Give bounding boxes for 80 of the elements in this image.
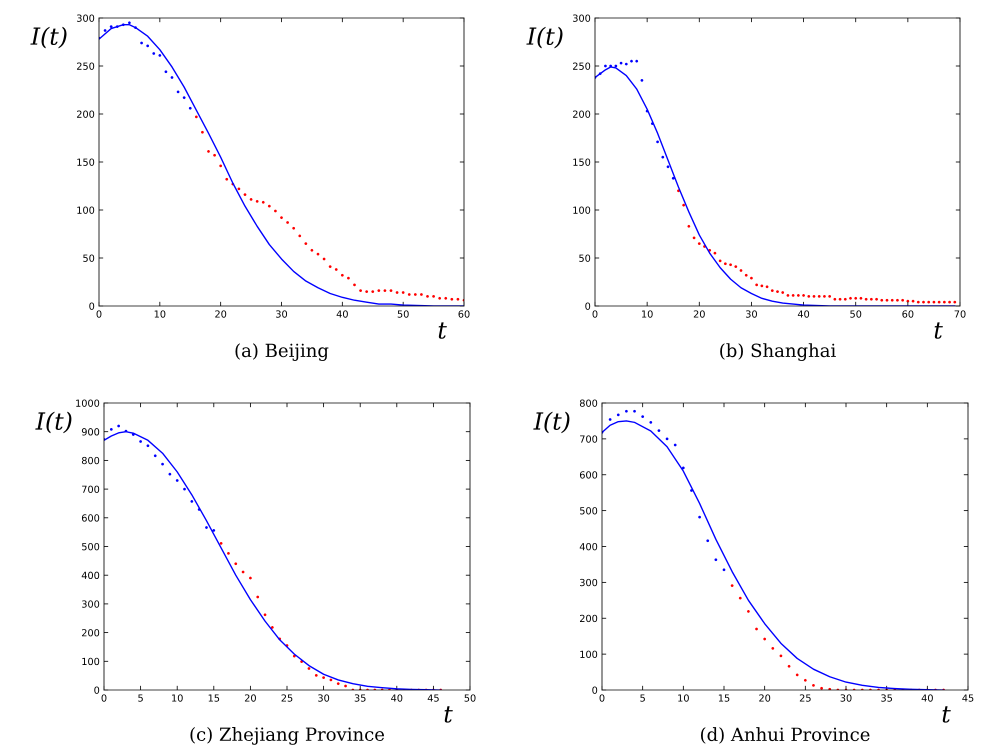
x-tick-label: 10 <box>642 310 653 318</box>
y-tick-label: 200 <box>76 110 94 118</box>
y-tick-label: 50 <box>83 254 94 262</box>
x-tick-label: 30 <box>318 694 330 702</box>
y-tick-label: 600 <box>580 471 598 479</box>
x-tick-label: 50 <box>850 310 862 318</box>
x-tick-label: 40 <box>336 310 348 318</box>
y-tick-label: 1000 <box>76 399 100 407</box>
x-tick-label: 5 <box>138 694 143 702</box>
y-tick-label: 100 <box>77 206 94 214</box>
y-tick-label: 100 <box>580 650 598 658</box>
x-tick-label: 20 <box>759 694 770 702</box>
x-tick-label: 40 <box>922 694 933 702</box>
x-tick-label: 30 <box>840 694 852 702</box>
y-tick-label: 300 <box>580 578 598 586</box>
x-tick-label: 50 <box>398 310 409 318</box>
y-tick-label: 250 <box>76 62 94 70</box>
text: (c) Zhejiang Province <box>190 727 384 745</box>
x-tick-label: 20 <box>694 310 705 318</box>
x-tick-label: 40 <box>798 310 810 318</box>
x-tick-label: 40 <box>391 694 402 702</box>
y-tick-label: 50 <box>579 254 590 262</box>
y-tick-label: 700 <box>82 486 100 493</box>
x-tick-label: 15 <box>718 694 730 702</box>
y-tick-label: 250 <box>572 62 590 70</box>
y-tick-label: 800 <box>580 399 598 407</box>
x-tick-label: 60 <box>458 310 470 318</box>
x-tick-label: 45 <box>428 694 439 702</box>
y-tick-label: 400 <box>580 542 598 550</box>
y-tick-label: 400 <box>82 572 100 580</box>
y-tick-label: 0 <box>94 686 100 694</box>
x-tick-label: 10 <box>678 694 689 702</box>
y-tick-label: 500 <box>82 542 100 550</box>
x-tick-label: 30 <box>746 310 757 318</box>
x-tick-label: 0 <box>102 694 106 702</box>
y-tick-label: 800 <box>82 456 100 464</box>
y-tick-label: 300 <box>573 14 590 22</box>
x-axis-title: t <box>942 706 951 723</box>
x-tick-label: 25 <box>800 694 811 702</box>
y-tick-label: 200 <box>572 110 590 118</box>
x-axis-title: t <box>444 706 453 723</box>
x-axis-title: t <box>934 322 943 339</box>
y-tick-label: 600 <box>82 514 100 522</box>
y-axis-title: I(t) <box>526 26 562 48</box>
y-tick-label: 100 <box>82 658 100 666</box>
y-tick-label: 0 <box>89 302 94 310</box>
y-axis-title: I(t) <box>533 412 570 434</box>
text: (b) Shanghai <box>720 343 836 361</box>
x-tick-label: 30 <box>276 310 288 318</box>
y-tick-label: 900 <box>82 428 100 436</box>
y-tick-label: 300 <box>77 14 94 22</box>
y-tick-label: 200 <box>580 614 598 622</box>
y-tick-label: 500 <box>580 507 598 514</box>
text: (a) Beijing <box>235 343 328 361</box>
x-tick-label: 60 <box>902 310 914 318</box>
x-tick-label: 45 <box>962 694 974 702</box>
y-tick-label: 150 <box>573 158 590 166</box>
y-tick-label: 0 <box>585 302 590 310</box>
y-axis-title: I(t) <box>35 412 72 434</box>
y-tick-label: 300 <box>82 600 100 608</box>
x-tick-label: 35 <box>881 694 892 702</box>
y-tick-label: 700 <box>580 435 598 443</box>
x-tick-label: 35 <box>354 694 366 702</box>
x-tick-label: 20 <box>215 310 226 318</box>
y-tick-label: 100 <box>573 206 590 214</box>
x-tick-label: 0 <box>600 694 604 702</box>
x-tick-label: 70 <box>954 310 966 318</box>
x-axis-title: t <box>438 322 447 339</box>
x-tick-label: 10 <box>172 694 183 702</box>
x-tick-label: 10 <box>154 310 166 318</box>
x-tick-label: 20 <box>244 694 256 702</box>
x-tick-label: 50 <box>464 694 476 702</box>
y-axis-title: I(t) <box>30 26 66 48</box>
y-tick-label: 150 <box>77 158 94 166</box>
x-tick-label: 25 <box>282 694 292 702</box>
y-tick-label: 0 <box>592 686 598 694</box>
text: (d) Anhui Province <box>700 727 870 744</box>
x-tick-label: 5 <box>640 694 645 702</box>
y-tick-label: 200 <box>82 629 100 636</box>
x-tick-label: 15 <box>208 694 220 702</box>
